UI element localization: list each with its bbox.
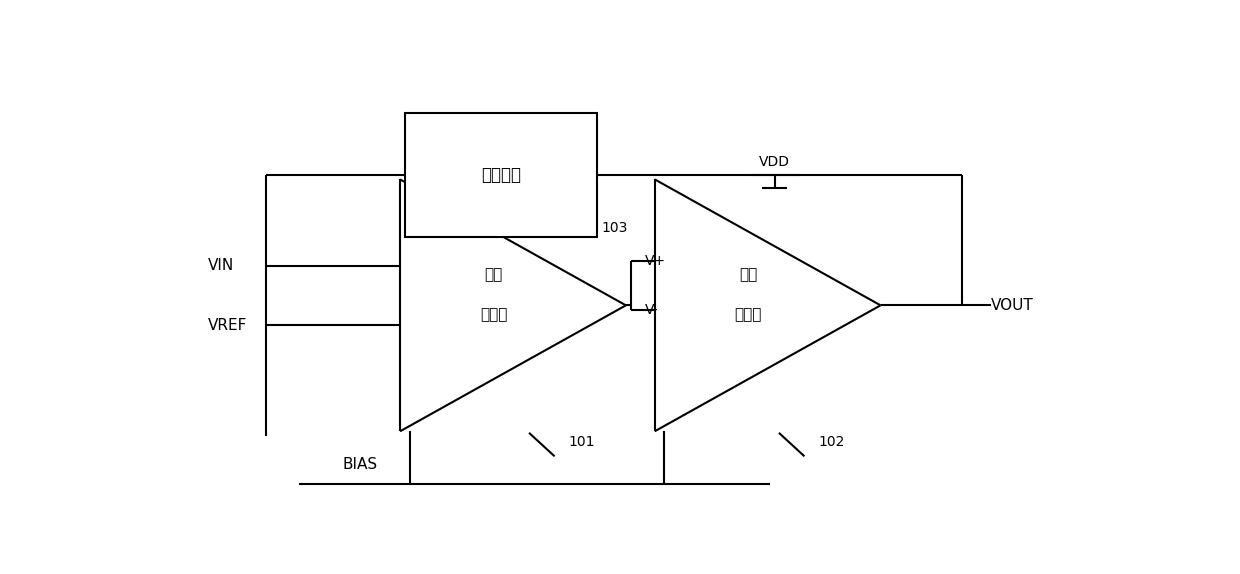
Text: 电平: 电平: [485, 267, 503, 282]
Text: 103: 103: [601, 221, 629, 235]
Text: VOUT: VOUT: [991, 298, 1034, 313]
Text: VREF: VREF: [208, 318, 247, 333]
Text: 102: 102: [818, 435, 844, 449]
Text: 反馈网络: 反馈网络: [481, 166, 521, 184]
Text: VIN: VIN: [208, 258, 234, 273]
Text: VDD: VDD: [759, 155, 790, 169]
Text: V-: V-: [645, 302, 658, 317]
Text: V+: V+: [645, 254, 666, 268]
Text: BIAS: BIAS: [342, 457, 377, 472]
Bar: [404, 113, 598, 237]
Text: 位移器: 位移器: [480, 307, 507, 321]
Text: 放大器: 放大器: [735, 307, 763, 321]
Text: VDD: VDD: [510, 155, 541, 169]
Text: 101: 101: [568, 435, 595, 449]
Text: 运算: 运算: [739, 267, 758, 282]
